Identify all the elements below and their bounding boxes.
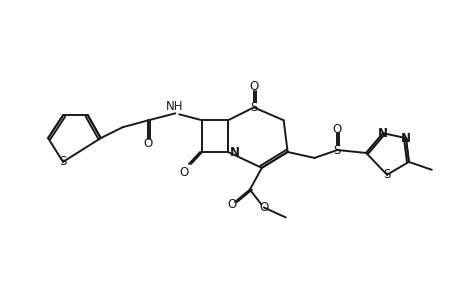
Text: N: N <box>230 146 240 160</box>
Text: O: O <box>227 198 236 211</box>
Text: O: O <box>258 201 268 214</box>
Text: NH: NH <box>165 100 183 113</box>
Text: O: O <box>332 123 341 136</box>
Text: N: N <box>400 132 410 145</box>
Text: O: O <box>249 80 258 93</box>
Text: S: S <box>333 143 340 157</box>
Text: N: N <box>377 127 387 140</box>
Text: O: O <box>179 166 189 179</box>
Text: O: O <box>144 136 153 150</box>
Text: S: S <box>59 155 67 168</box>
Text: S: S <box>250 101 257 114</box>
Text: S: S <box>382 168 390 181</box>
